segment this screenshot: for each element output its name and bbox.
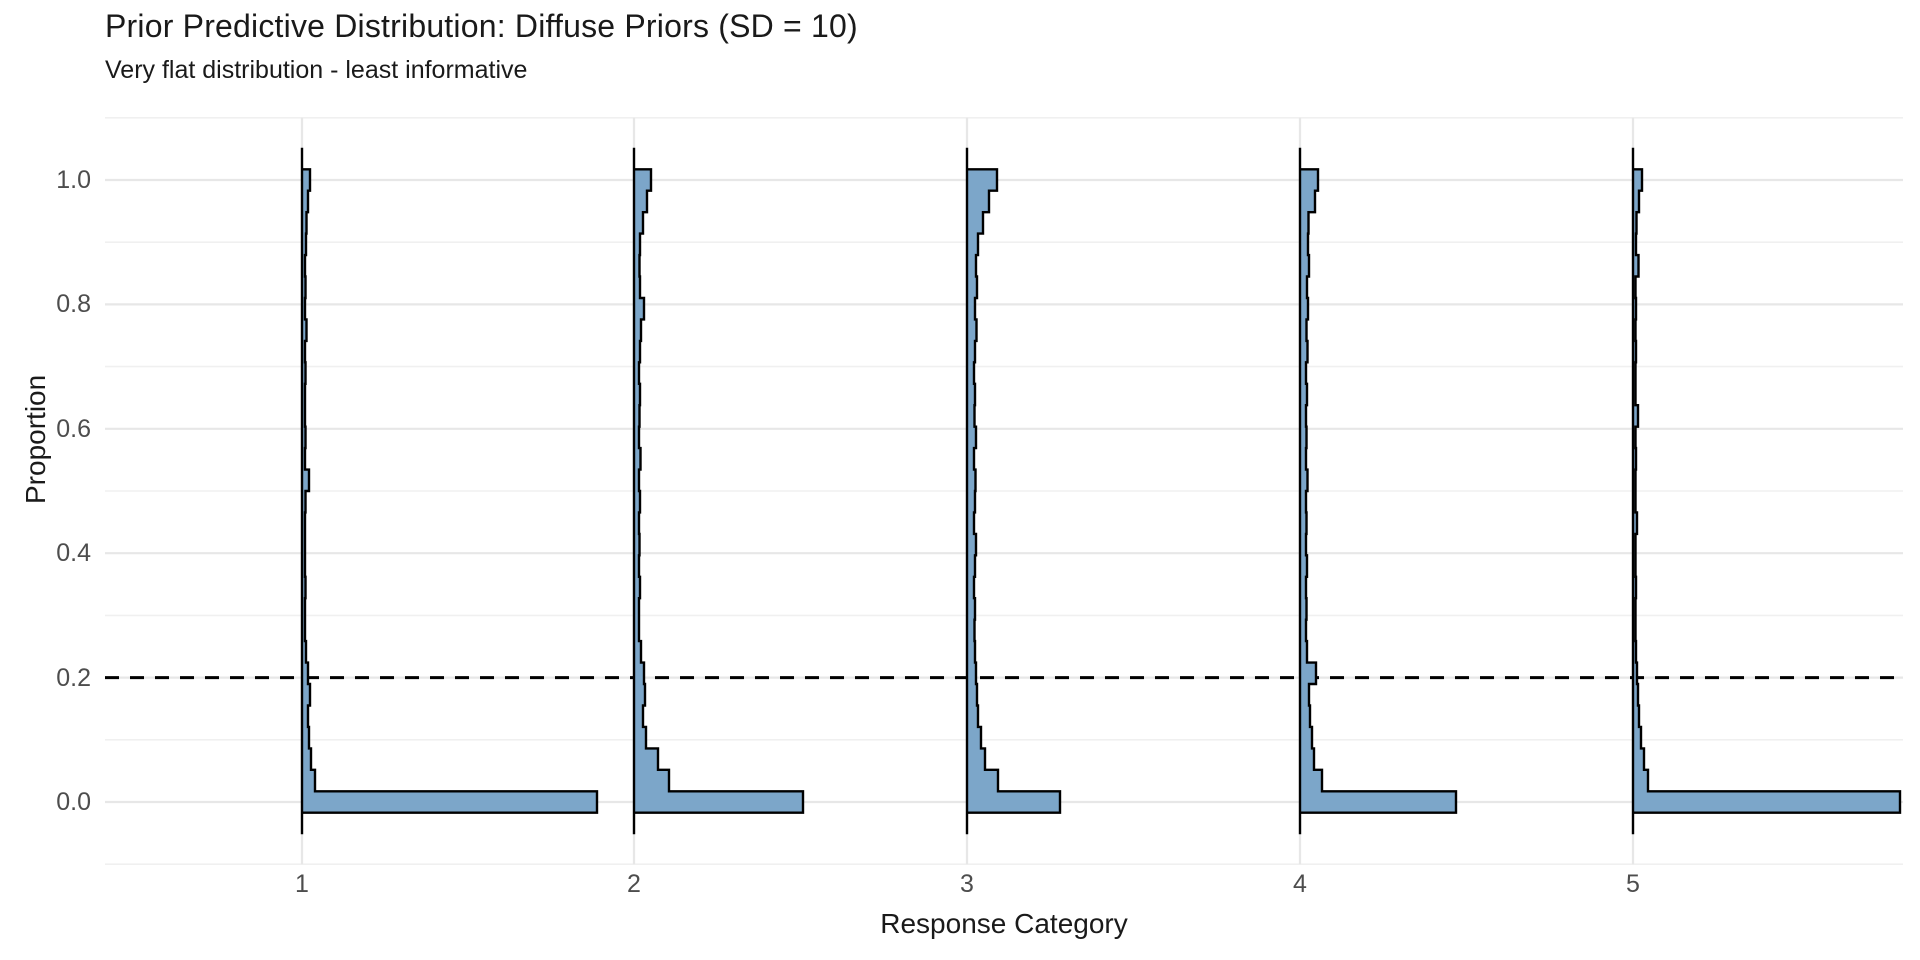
histogram-category-2 — [632, 147, 805, 835]
x-tick-label: 5 — [1626, 870, 1640, 898]
y-tick-label: 0.0 — [56, 788, 91, 816]
histogram-category-4 — [1298, 147, 1458, 835]
y-tick-label: 0.4 — [56, 539, 91, 568]
x-tick-label: 3 — [960, 870, 974, 898]
y-tick-label: 0.8 — [56, 290, 91, 319]
x-tick-label: 4 — [1293, 870, 1307, 898]
chart-title: Prior Predictive Distribution: Diffuse P… — [105, 8, 858, 44]
histogram-category-5 — [1631, 147, 1902, 835]
y-tick-label: 0.2 — [56, 663, 91, 692]
x-tick-label: 1 — [295, 870, 309, 898]
chart-subtitle: Very flat distribution - least informati… — [105, 56, 528, 84]
x-axis-title: Response Category — [880, 908, 1128, 939]
y-tick-label: 1.0 — [56, 166, 91, 194]
histogram-category-1 — [300, 147, 599, 835]
y-tick-label: 0.6 — [56, 414, 91, 443]
x-tick-label: 2 — [627, 870, 641, 898]
histogram-category-3 — [965, 147, 1062, 835]
